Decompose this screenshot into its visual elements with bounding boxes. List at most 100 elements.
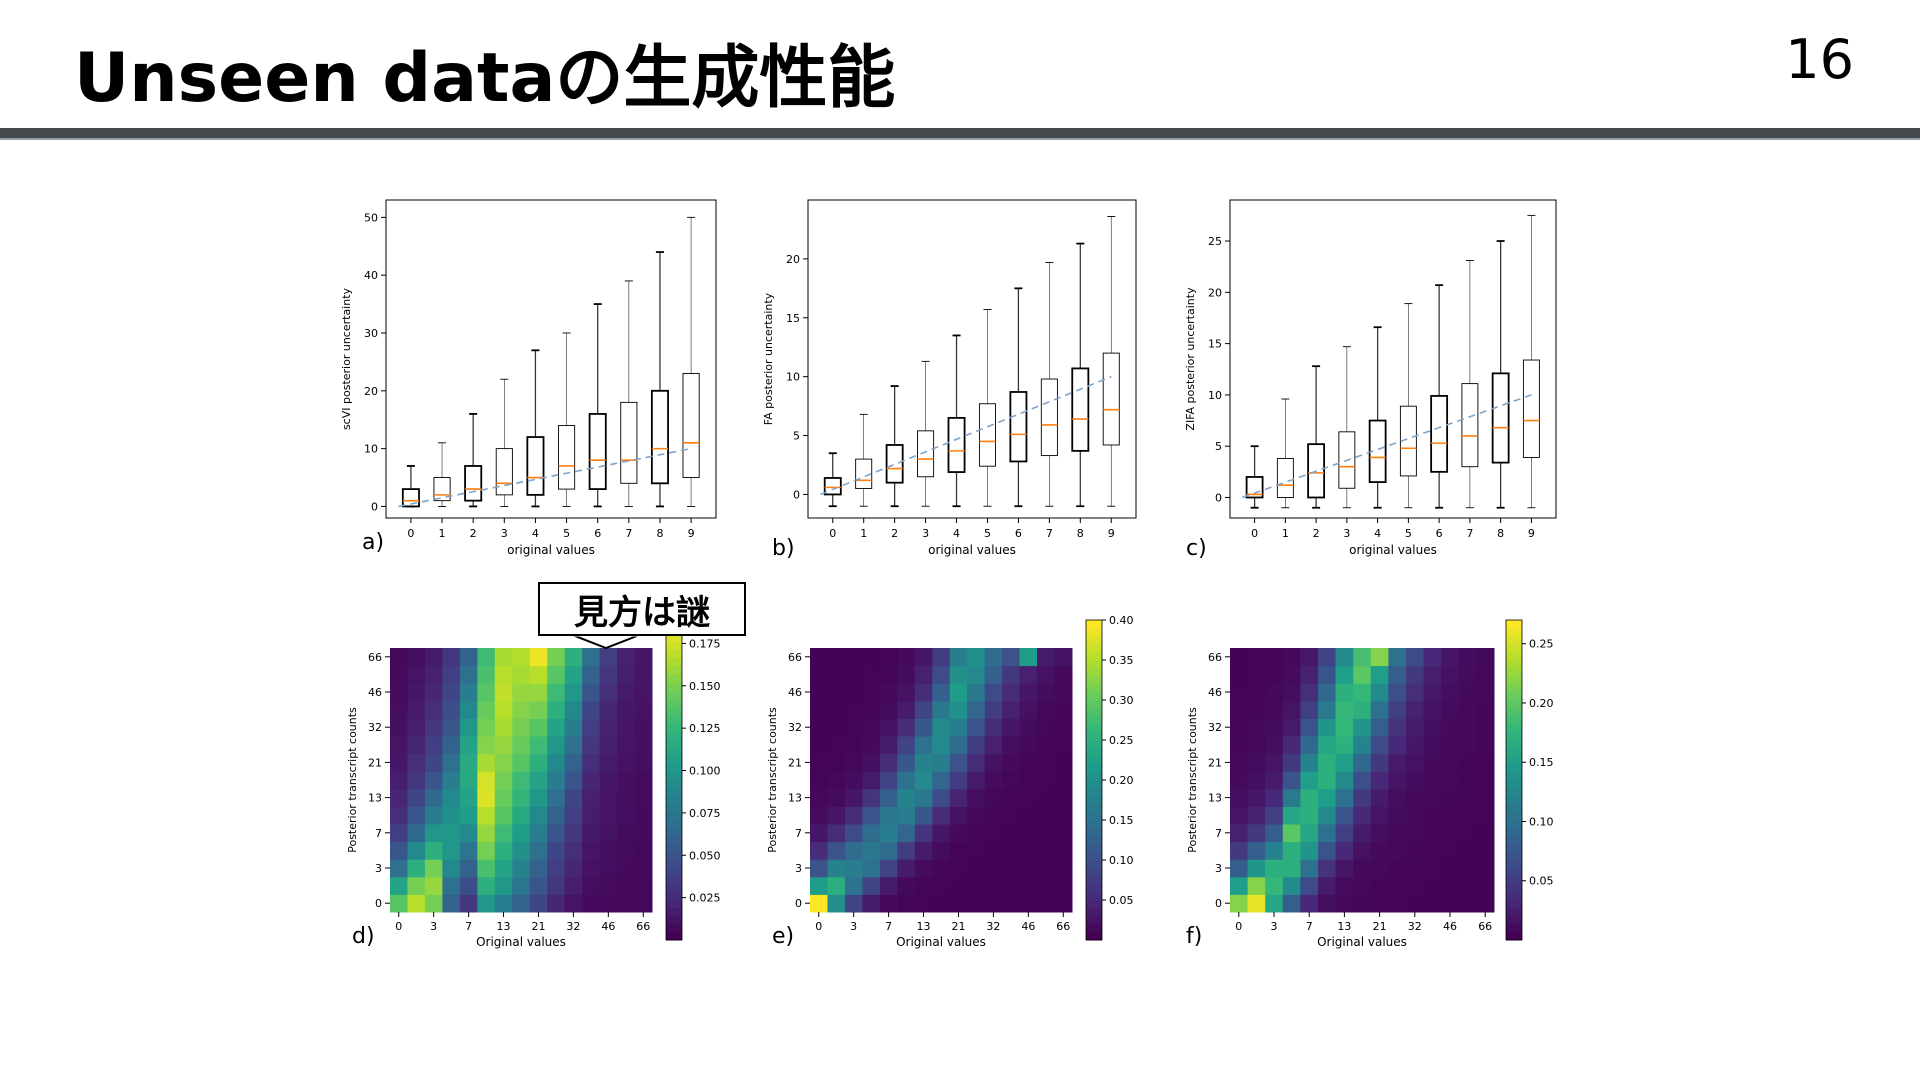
heatmap-cell: [599, 894, 618, 913]
heatmap-cell: [1388, 824, 1407, 843]
heatmap-cell: [827, 665, 846, 684]
heatmap-cell: [827, 788, 846, 807]
colorbar-segment: [1506, 668, 1522, 677]
y-tick-label: 30: [364, 327, 378, 340]
heatmap-cell: [949, 806, 968, 825]
heatmap-cell: [984, 648, 1003, 667]
heatmap-cell: [897, 806, 916, 825]
heatmap-cell: [827, 876, 846, 895]
heatmap-cell: [477, 859, 496, 878]
heatmap-cell: [1476, 859, 1495, 878]
heatmap-cell: [477, 736, 496, 755]
heatmap-cell: [442, 876, 461, 895]
heatmap-cell: [1441, 753, 1460, 772]
heatmap-cell: [1353, 648, 1372, 667]
heatmap-cell: [1476, 894, 1495, 913]
colorbar-tick-label: 0.35: [1109, 654, 1134, 667]
x-tick-label: 9: [1528, 527, 1535, 540]
heatmap-cell: [1300, 788, 1319, 807]
heatmap-cell: [897, 665, 916, 684]
box-iqr: [947, 416, 966, 473]
heatmap-cell: [984, 683, 1003, 702]
page-number: 16: [1785, 28, 1854, 91]
heatmap-cell: [949, 665, 968, 684]
heatmap-cell: [810, 859, 828, 878]
x-tick-label: 0: [815, 920, 822, 933]
heatmap-cell: [1441, 806, 1460, 825]
colorbar-segment: [1506, 684, 1522, 693]
heatmap-cell: [1282, 788, 1301, 807]
heatmap-cell: [494, 788, 513, 807]
heatmap-cell: [932, 859, 951, 878]
heatmap-cell: [1335, 648, 1354, 667]
x-axis-label: original values: [928, 543, 1016, 557]
heatmap-cell: [810, 648, 828, 667]
heatmap-cell: [1458, 806, 1477, 825]
heatmap-cell: [1318, 648, 1337, 667]
y-tick-label: 0: [375, 897, 382, 910]
heatmap-cell: [967, 736, 986, 755]
heatmap-cell: [1054, 788, 1073, 807]
title-rule: [0, 128, 1920, 138]
heatmap-cell: [617, 736, 636, 755]
x-tick-label: 1: [860, 527, 867, 540]
heatmap-cell: [862, 736, 881, 755]
heatmap-cell: [1019, 788, 1038, 807]
heatmap-cell: [512, 718, 531, 737]
heatmap-cell: [1019, 894, 1038, 913]
heatmap-cell: [477, 806, 496, 825]
heatmap-cell: [862, 718, 881, 737]
heatmap-cell: [547, 824, 566, 843]
heatmap-cell: [914, 876, 933, 895]
heatmap-cell: [512, 753, 531, 772]
heatmap-cell: [1230, 876, 1249, 895]
heatmap-cell: [1353, 665, 1372, 684]
heatmap-cell: [599, 665, 618, 684]
heatmap-cell: [1282, 876, 1301, 895]
y-tick-label: 0: [795, 897, 802, 910]
heatmap-cell: [424, 683, 443, 702]
x-tick-label: 66: [636, 920, 650, 933]
heatmap-cell: [1300, 859, 1319, 878]
heatmap-cell: [844, 736, 863, 755]
x-tick-label: 4: [953, 527, 960, 540]
heatmap-cell: [1476, 824, 1495, 843]
colorbar-segment: [666, 642, 682, 651]
heatmap-cell: [1476, 753, 1495, 772]
heatmap-cell: [1353, 736, 1372, 755]
x-tick-label: 5: [563, 527, 570, 540]
colorbar-segment: [666, 730, 682, 740]
heatmap-cell: [1388, 736, 1407, 755]
colorbar-tick-label: 0.175: [689, 637, 721, 650]
heatmap-cell: [494, 859, 513, 878]
colorbar-segment: [1506, 844, 1522, 853]
heatmap-cell: [862, 859, 881, 878]
colorbar-segment: [666, 770, 682, 780]
heatmap-cell: [932, 806, 951, 825]
heatmap-cell: [547, 683, 566, 702]
heatmap-cell: [390, 894, 408, 913]
x-tick-label: 21: [1373, 920, 1387, 933]
x-tick-label: 1: [1282, 527, 1289, 540]
heatmap-cell: [1388, 753, 1407, 772]
heatmap-cell: [914, 894, 933, 913]
heatmap-cell: [1002, 683, 1021, 702]
heatmap-cell: [442, 806, 461, 825]
heatmap-cell: [932, 718, 951, 737]
heatmap-cell: [1458, 894, 1477, 913]
box-iqr: [682, 373, 700, 478]
colorbar-segment: [1506, 836, 1522, 845]
heatmap-cell: [582, 806, 601, 825]
heatmap-cell: [1423, 736, 1442, 755]
heatmap-cell: [1265, 788, 1284, 807]
heatmap-cell: [879, 700, 898, 719]
heatmap-cell: [1441, 788, 1460, 807]
box-iqr: [978, 403, 996, 467]
heatmap-cell: [1441, 771, 1460, 790]
heatmap-cell: [932, 788, 951, 807]
heatmap-cell: [1318, 753, 1337, 772]
colorbar-segment: [1086, 860, 1102, 869]
y-tick-label: 50: [364, 211, 378, 224]
heatmap-cell: [599, 788, 618, 807]
colorbar-tick-label: 0.20: [1529, 697, 1554, 710]
